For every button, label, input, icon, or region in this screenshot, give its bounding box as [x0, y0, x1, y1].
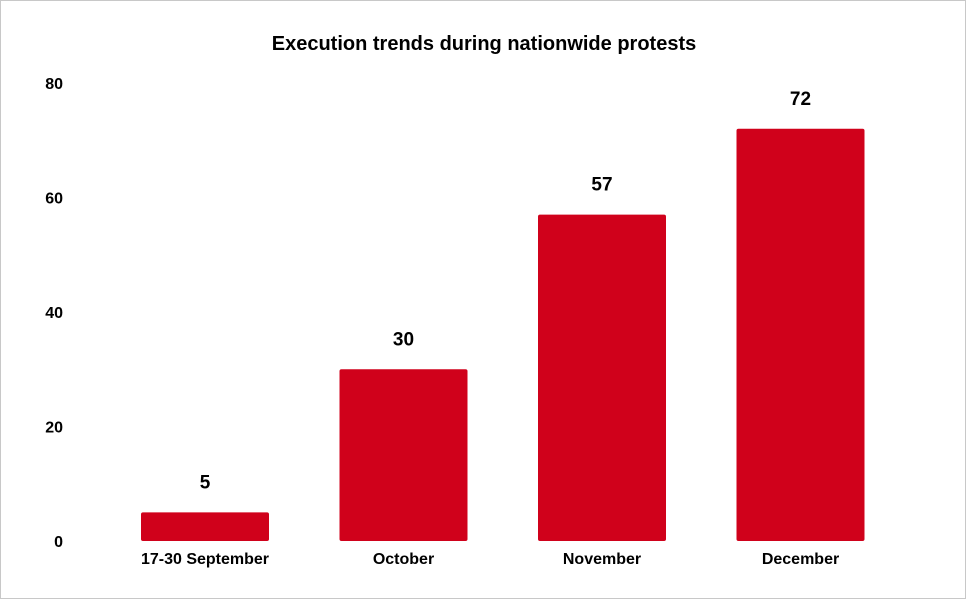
y-tick-label: 40 — [45, 305, 63, 322]
y-tick-label: 80 — [45, 76, 63, 93]
bar-value-label: 72 — [790, 89, 811, 110]
y-tick-label: 60 — [45, 191, 63, 208]
bar-value-label: 5 — [200, 472, 211, 493]
bar-value-label: 57 — [591, 175, 612, 196]
x-tick-label: December — [762, 551, 839, 568]
bar — [141, 512, 269, 541]
y-tick-label: 0 — [54, 534, 63, 551]
y-tick-label: 20 — [45, 420, 63, 437]
bar — [538, 214, 666, 542]
bar — [339, 369, 468, 541]
bars — [141, 128, 865, 542]
x-axis-ticks: 17-30 September October November December — [141, 551, 839, 568]
x-tick-label: 17-30 September — [141, 551, 269, 568]
x-tick-label: October — [373, 551, 434, 568]
chart-title: Execution trends during nationwide prote… — [272, 33, 696, 55]
y-axis-ticks: 0 20 40 60 80 — [45, 76, 63, 551]
x-tick-label: November — [563, 551, 641, 568]
bar — [736, 128, 865, 542]
data-labels: 5 30 57 72 — [200, 89, 811, 494]
bar-value-label: 30 — [393, 329, 414, 350]
